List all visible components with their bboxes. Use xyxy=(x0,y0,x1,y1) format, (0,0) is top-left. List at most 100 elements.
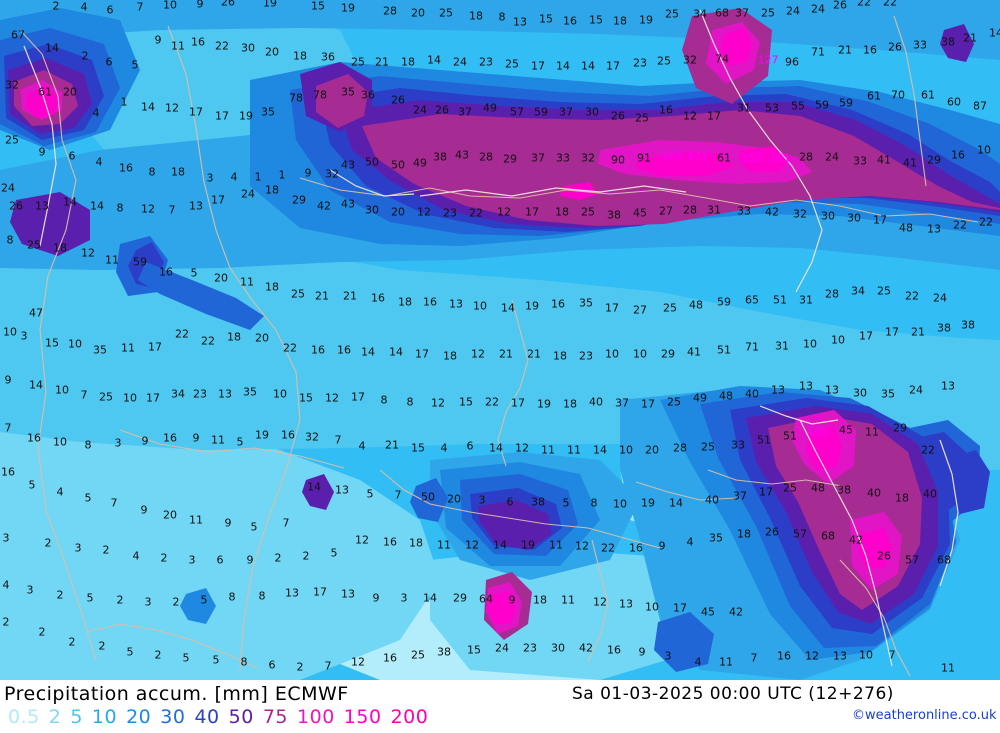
station-value: 9 xyxy=(658,539,666,553)
station-value: 31 xyxy=(775,339,789,353)
station-value: 12 xyxy=(165,101,179,115)
station-value: 57 xyxy=(793,527,807,541)
precipitation-map[interactable]: 2 4 6 7 10 9 26 19 15 19 28 20 25 18 8 13 15 16 15 18 19 25 34… xyxy=(0,0,1000,680)
station-value: 68 xyxy=(821,529,835,543)
station-value: 40 xyxy=(589,395,603,409)
station-value: 45 xyxy=(633,206,647,220)
station-value: 24 xyxy=(909,383,923,397)
station-value: 2 xyxy=(160,551,168,565)
station-value: 16 xyxy=(629,541,643,555)
station-value: 24 xyxy=(453,55,467,69)
station-value: 15 xyxy=(467,643,481,657)
station-value: 10 xyxy=(123,391,137,405)
station-value: 14 xyxy=(489,441,503,455)
station-value: 22 xyxy=(283,341,297,355)
station-value: 70 xyxy=(891,88,905,102)
station-value: 16 xyxy=(191,35,205,49)
station-value: 14 xyxy=(361,345,375,359)
field-cell-e xyxy=(302,474,334,510)
station-value: 90 xyxy=(611,153,625,167)
station-value: 25 xyxy=(581,205,595,219)
station-value: 12 xyxy=(515,441,529,455)
station-value: 24 xyxy=(1,181,15,195)
station-value: 18 xyxy=(265,183,279,197)
station-value: 5 xyxy=(562,496,570,510)
station-value: 7 xyxy=(168,203,176,217)
station-value: 26 xyxy=(877,549,891,563)
station-value: 11 xyxy=(567,443,581,457)
station-value: 2 xyxy=(68,635,76,649)
station-value: 67 xyxy=(11,28,25,42)
station-value: 51 xyxy=(783,429,797,443)
station-value: 11 xyxy=(541,443,555,457)
station-value: 8 xyxy=(228,590,236,604)
station-value: 10 xyxy=(53,435,67,449)
field-cell-g xyxy=(654,612,714,672)
station-value: 37 xyxy=(559,105,573,119)
station-value: 78 xyxy=(313,88,327,102)
legend-stop-20: 20 xyxy=(126,706,152,728)
station-value: 37 xyxy=(733,489,747,503)
station-value: 13 xyxy=(941,379,955,393)
station-value: 17 xyxy=(511,396,525,410)
station-value: 22 xyxy=(175,327,189,341)
station-value: 13 xyxy=(771,383,785,397)
station-value: 43 xyxy=(455,148,469,162)
station-value: 38 xyxy=(937,321,951,335)
station-value: 3 xyxy=(206,171,214,185)
station-value: 11 xyxy=(105,253,119,267)
station-value: 33 xyxy=(737,204,751,218)
station-value: 18 xyxy=(563,397,577,411)
station-value: 22 xyxy=(201,334,215,348)
station-value: 14 xyxy=(29,378,43,392)
station-value: 37 xyxy=(735,6,749,20)
copyright-credit: ©weatheronline.co.uk xyxy=(852,708,997,723)
station-value: 13 xyxy=(341,587,355,601)
station-value: 16 xyxy=(383,651,397,665)
station-value: 26 xyxy=(611,109,625,123)
station-value: 61 xyxy=(38,85,52,99)
station-value: 7 xyxy=(110,496,118,510)
station-value: 8 xyxy=(240,655,248,669)
station-value: 24 xyxy=(825,150,839,164)
station-value: 10 xyxy=(859,648,873,662)
station-value: 25 xyxy=(665,7,679,21)
field-cell-c xyxy=(410,478,448,522)
station-value: 20 xyxy=(447,492,461,506)
station-value: 33 xyxy=(853,154,867,168)
station-value: 8 xyxy=(380,393,388,407)
station-value: 11 xyxy=(171,39,185,53)
station-value: 65 xyxy=(745,293,759,307)
station-value: 25 xyxy=(5,133,19,147)
legend-stop-2: 2 xyxy=(48,706,62,728)
station-value: 31 xyxy=(707,203,721,217)
station-value: 59 xyxy=(815,98,829,112)
station-value: 9 xyxy=(246,553,254,567)
station-value: 53 xyxy=(765,101,779,115)
station-value: 57 xyxy=(905,553,919,567)
station-value: 17 xyxy=(707,109,721,123)
station-value: 18 xyxy=(737,527,751,541)
station-value: 5 xyxy=(366,487,374,501)
station-value: 117 xyxy=(687,149,709,163)
station-value: 6 xyxy=(68,149,76,163)
station-value: 8 xyxy=(84,438,92,452)
station-value: 7 xyxy=(394,488,402,502)
station-value: 3 xyxy=(400,591,408,605)
station-value: 2 xyxy=(274,551,282,565)
station-value: 11 xyxy=(121,341,135,355)
station-value: 13 xyxy=(335,483,349,497)
station-value: 8 xyxy=(116,201,124,215)
station-value: 3 xyxy=(144,595,152,609)
station-value: 17 xyxy=(146,391,160,405)
station-value: 29 xyxy=(927,153,941,167)
station-value: 4 xyxy=(358,439,366,453)
station-value: 6 xyxy=(466,439,474,453)
station-value: 18 xyxy=(409,536,423,550)
station-value: 48 xyxy=(689,298,703,312)
station-value: 12 xyxy=(431,396,445,410)
station-value: 13 xyxy=(927,222,941,236)
station-value: 16 xyxy=(163,431,177,445)
station-value: 2 xyxy=(81,49,89,63)
field-cell-h xyxy=(138,262,264,330)
